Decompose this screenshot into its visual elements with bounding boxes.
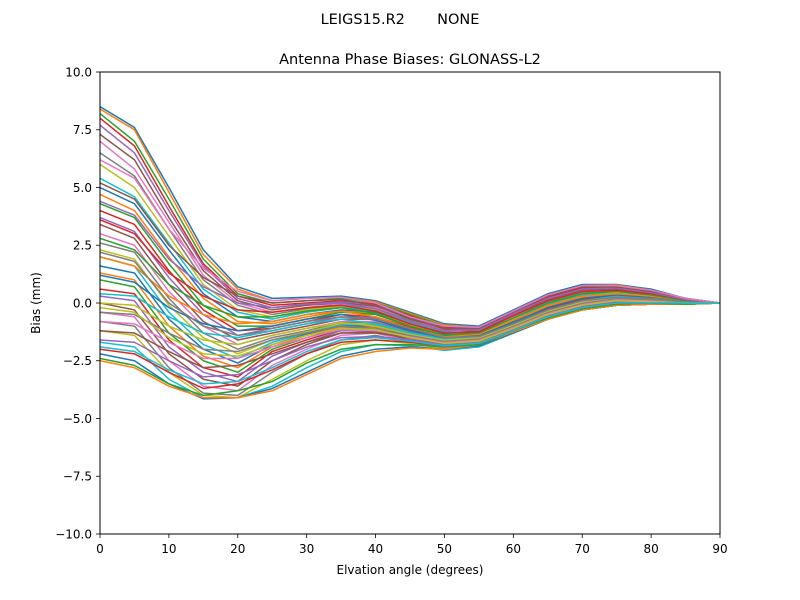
x-tick-label: 90 bbox=[712, 542, 727, 556]
y-tick-label: −7.5 bbox=[63, 470, 92, 484]
series-line-40 bbox=[100, 293, 720, 340]
y-tick-label: −10.0 bbox=[55, 527, 92, 541]
y-tick-label: 10.0 bbox=[65, 65, 92, 79]
series-line-43 bbox=[100, 237, 720, 337]
chart-title: Antenna Phase Biases: GLONASS-L2 bbox=[279, 52, 541, 68]
x-tick-label: 0 bbox=[96, 542, 104, 556]
series-line-47 bbox=[100, 158, 720, 328]
y-tick-label: 2.5 bbox=[73, 239, 92, 253]
x-tick-label: 10 bbox=[161, 542, 176, 556]
series-line-44 bbox=[100, 219, 720, 334]
x-tick-label: 70 bbox=[575, 542, 590, 556]
series-line-50 bbox=[100, 302, 720, 385]
plot-area: 0 10 20 30 40 50 60 70 80 90 −10.0 −7.5 −5.0 −2.5 0.0… bbox=[55, 65, 727, 556]
y-tick-label: 0.0 bbox=[73, 296, 92, 310]
x-tick-label: 30 bbox=[299, 542, 314, 556]
y-tick-label: 7.5 bbox=[73, 123, 92, 137]
series-layer bbox=[100, 105, 720, 400]
x-axis-label: Elvation angle (degrees) bbox=[337, 563, 484, 577]
x-tick-label: 40 bbox=[368, 542, 383, 556]
series-line-49 bbox=[100, 299, 720, 357]
y-tick-label: −5.0 bbox=[63, 412, 92, 426]
x-tick-label: 20 bbox=[230, 542, 245, 556]
series-line-33 bbox=[100, 302, 720, 397]
series-line-45 bbox=[100, 200, 720, 332]
series-line-48 bbox=[100, 251, 720, 339]
series-line-32 bbox=[100, 302, 720, 399]
y-axis-label: Bias (mm) bbox=[29, 272, 43, 334]
x-tick-label: 50 bbox=[437, 542, 452, 556]
series-line-46 bbox=[100, 182, 720, 330]
series-line-6 bbox=[100, 133, 720, 333]
x-tick-label: 60 bbox=[506, 542, 521, 556]
y-axis: −10.0 −7.5 −5.0 −2.5 0.0 2.5 5.0 7.5 10.0 bbox=[55, 65, 100, 541]
series-line-35 bbox=[100, 301, 720, 378]
series-line-41 bbox=[100, 274, 720, 339]
series-line-38 bbox=[100, 297, 720, 353]
y-tick-label: −2.5 bbox=[63, 354, 92, 368]
figure-suptitle: LEIGS15.R2 NONE bbox=[321, 12, 480, 28]
series-line-37 bbox=[100, 298, 720, 360]
x-axis: 0 10 20 30 40 50 60 70 80 90 bbox=[96, 534, 728, 556]
y-tick-label: 5.0 bbox=[73, 181, 92, 195]
x-tick-label: 80 bbox=[643, 542, 658, 556]
